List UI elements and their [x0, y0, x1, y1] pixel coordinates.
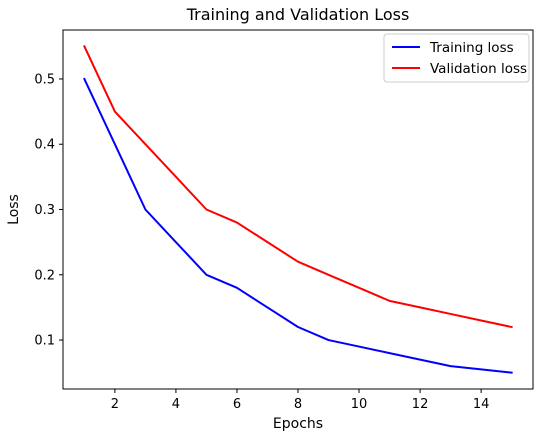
legend-box [383, 33, 530, 83]
y-tick-label: 0.1 [34, 334, 55, 349]
y-tick-label: 0.2 [34, 268, 55, 283]
y-tick-label: 0.5 [34, 72, 55, 87]
x-tick-label: 14 [473, 397, 490, 412]
plot-area [83, 44, 513, 374]
series-line-validation-loss [83, 44, 513, 329]
x-tick-label: 6 [233, 397, 241, 412]
x-axis-label: Epochs [273, 416, 323, 432]
x-tick-label: 4 [172, 397, 180, 412]
legend: Training loss Validation loss [383, 33, 530, 83]
x-tick-label: 10 [351, 397, 368, 412]
x-tick-label: 2 [111, 397, 119, 412]
legend-label: Training loss [429, 40, 514, 56]
y-axis-label: Loss [6, 194, 22, 225]
y-tick-label: 0.4 [34, 138, 55, 153]
axis-ticks: 2 4 6 8 10 12 14 0.1 0.2 0.3 0.4 0.5 [34, 72, 489, 412]
chart-title: Training and Validation Loss [186, 5, 410, 24]
x-tick-label: 8 [294, 397, 302, 412]
y-tick-label: 0.3 [34, 203, 55, 218]
x-tick-label: 12 [412, 397, 429, 412]
series-line-training-loss [83, 77, 513, 374]
legend-label: Validation loss [430, 61, 527, 77]
